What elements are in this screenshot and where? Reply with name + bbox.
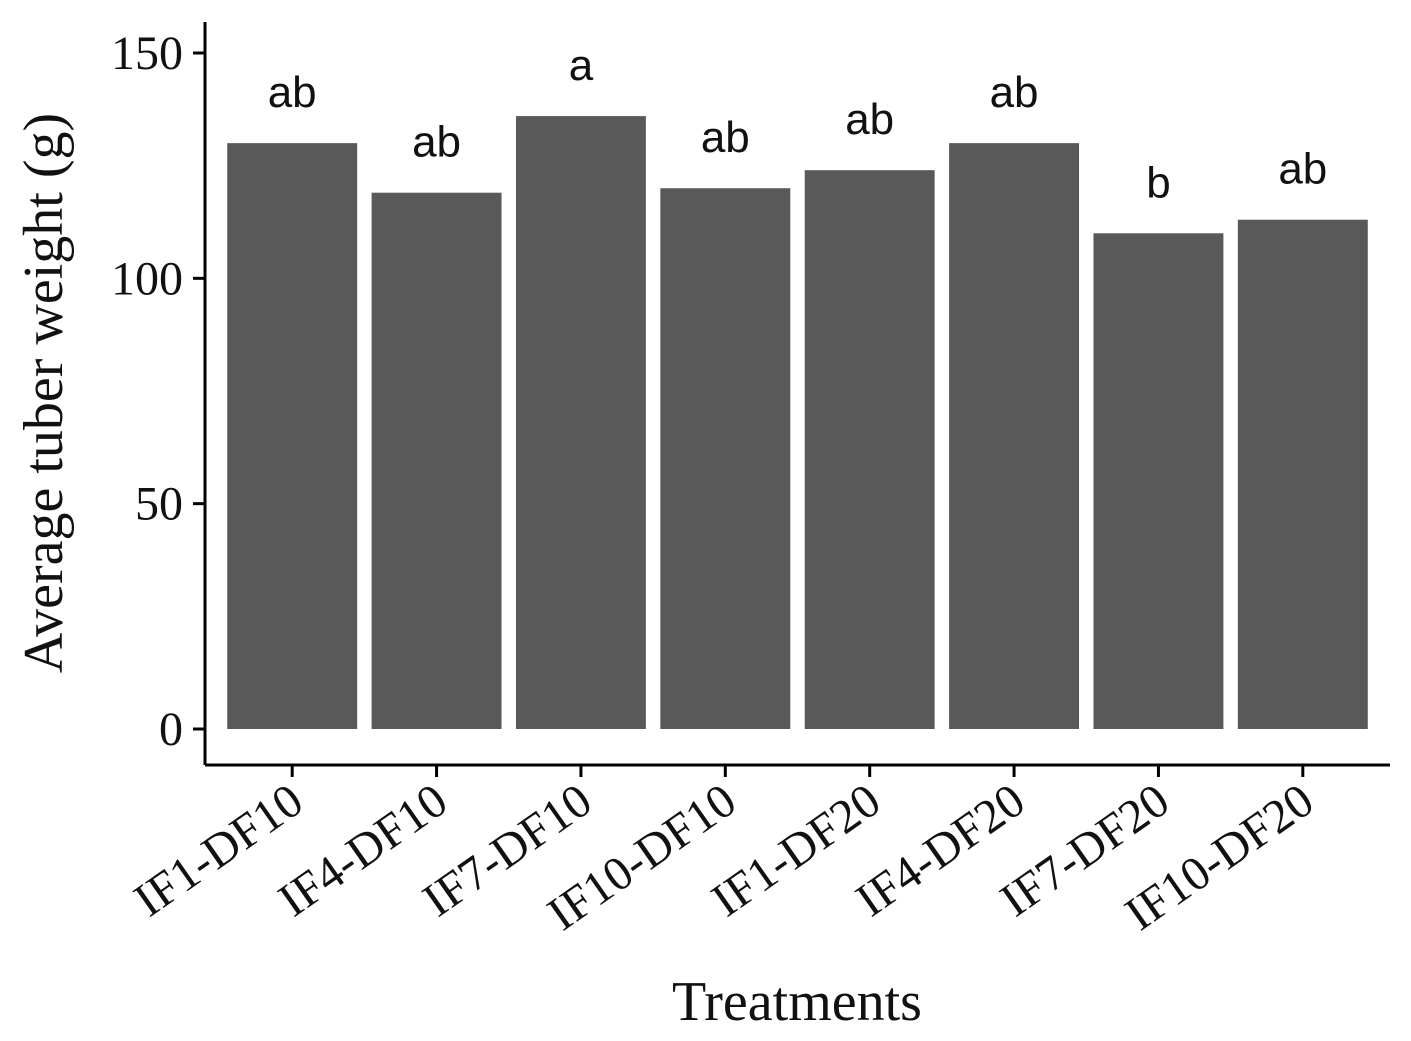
y-tick-label: 50 [135, 478, 183, 531]
x-axis-title: Treatments [672, 971, 922, 1033]
significance-letter: a [569, 41, 594, 90]
significance-letter: ab [412, 118, 461, 167]
bar-if1-df10 [227, 143, 358, 730]
y-tick-label: 100 [111, 252, 183, 305]
bar-if7-df10 [515, 116, 646, 730]
y-tick-label: 150 [111, 27, 183, 80]
y-axis-title: Average tuber weight (g) [13, 113, 75, 673]
significance-letter: ab [845, 95, 894, 144]
bar-if4-df20 [949, 143, 1080, 730]
significance-letter: ab [701, 113, 750, 162]
x-ticks: IF1-DF10IF4-DF10IF7-DF10IF10-DF10IF1-DF2… [125, 765, 1323, 941]
significance-letter: ab [268, 68, 317, 117]
significance-letters: ab ab a ab ab ab b ab [268, 41, 1328, 207]
significance-letter: ab [1278, 145, 1327, 194]
bar-if4-df10 [371, 192, 502, 729]
significance-letter: b [1146, 158, 1170, 207]
bar-if10-df10 [660, 188, 791, 729]
y-tick-label: 0 [159, 703, 183, 756]
bars-layer [227, 116, 1368, 730]
bar-if10-df20 [1237, 219, 1368, 729]
bar-if7-df20 [1093, 233, 1224, 729]
y-ticks: 0 50 100 150 [111, 27, 205, 756]
significance-letter: ab [990, 68, 1039, 117]
bar-if1-df20 [804, 170, 935, 729]
